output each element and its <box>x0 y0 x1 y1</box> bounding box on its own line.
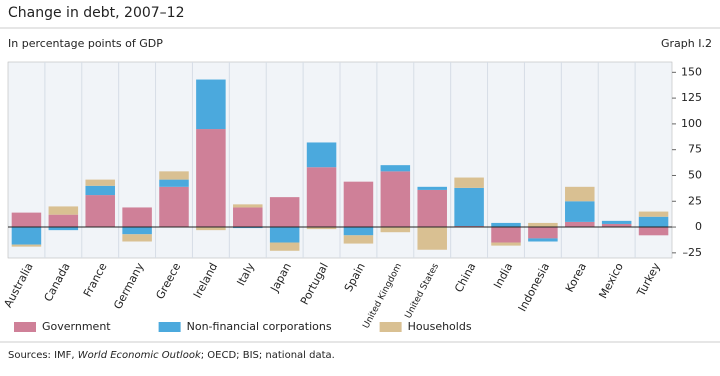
bar-segment <box>269 227 300 243</box>
y-tick-label: 25 <box>688 194 702 207</box>
bar-segment <box>85 185 115 196</box>
legend-label: Non-financial corporations <box>187 320 332 333</box>
bar-segment <box>159 186 189 228</box>
bar-segment <box>491 227 521 243</box>
x-tick-label: Australia <box>1 261 35 310</box>
bar-segment <box>343 235 374 244</box>
y-tick-label: 100 <box>681 117 702 130</box>
chart-title: Change in debt, 2007–12 <box>8 5 184 21</box>
subtitle: In percentage points of GDP <box>8 37 163 50</box>
bar-segment <box>491 222 521 228</box>
bar-segment <box>528 222 558 228</box>
x-tick-label: Greece <box>153 261 183 302</box>
graph-label: Graph I.2 <box>661 37 712 50</box>
x-tick-label: Mexico <box>596 260 626 300</box>
bar-segment <box>48 227 79 231</box>
bar-segment <box>196 129 226 228</box>
bar-segment <box>565 201 595 222</box>
bar-segment <box>638 216 669 228</box>
bar-segment <box>122 234 152 242</box>
source-text: Sources: IMF, <box>8 350 78 361</box>
y-tick-label: –25 <box>683 246 703 259</box>
bar-segment <box>528 238 558 242</box>
bar-segment <box>159 171 189 180</box>
y-tick-label: 125 <box>681 91 702 104</box>
bar-segment <box>269 197 300 228</box>
bar-segment <box>122 207 152 228</box>
bar-segment <box>638 227 669 236</box>
x-tick-label: China <box>452 261 478 295</box>
x-tick-label: Turkey <box>634 260 663 299</box>
bar-segment <box>565 221 595 228</box>
bar-segment <box>343 227 374 236</box>
bar-segment <box>380 165 411 172</box>
bar-segment <box>601 220 632 224</box>
bar-segment <box>269 242 300 251</box>
source-text: World Economic Outlook <box>78 350 202 361</box>
y-tick-label: 50 <box>688 168 702 181</box>
bar-segment <box>48 214 79 228</box>
bar-segment <box>85 195 115 228</box>
bar-segment <box>48 206 79 215</box>
source: Sources: IMF, World Economic Outlook; OE… <box>8 350 335 361</box>
bar-segment <box>11 212 42 228</box>
x-tick-label: Germany <box>111 260 146 311</box>
bar-segment <box>380 227 411 233</box>
bar-segment <box>417 189 447 228</box>
bar-segment <box>417 186 447 190</box>
bar-segment <box>454 226 484 228</box>
bar-segment <box>601 223 632 228</box>
bar-segment <box>343 181 374 228</box>
x-tick-label: Japan <box>268 261 294 295</box>
x-tick-label: Spain <box>342 261 368 294</box>
bar-segment <box>528 227 558 239</box>
bar-segment <box>11 227 42 245</box>
x-tick-label: United States <box>404 262 442 321</box>
legend-swatch <box>14 322 36 332</box>
x-tick-label: Indonesia <box>516 261 552 314</box>
x-tick-label: Canada <box>42 261 73 304</box>
bar-segment <box>306 142 337 168</box>
x-tick-label: Italy <box>234 260 257 288</box>
bar-segment <box>454 177 484 188</box>
bar-segment <box>638 211 669 217</box>
legend-swatch <box>379 322 402 332</box>
y-tick-label: 150 <box>681 65 702 78</box>
bar-segment <box>565 186 595 202</box>
x-tick-label: United Kingdom <box>361 262 404 330</box>
bar-segment <box>491 242 521 246</box>
legend-swatch <box>158 322 181 332</box>
y-tick-label: 0 <box>695 220 702 233</box>
bar-segment <box>122 227 152 235</box>
bar-segment <box>159 179 189 187</box>
bar-segment <box>417 227 447 250</box>
legend-label: Government <box>42 320 111 333</box>
bar-segment <box>11 244 42 247</box>
bar-segment <box>196 227 226 231</box>
source-text: ; OECD; BIS; national data. <box>201 350 335 361</box>
y-tick-label: 75 <box>688 143 702 156</box>
x-tick-label: France <box>81 261 110 300</box>
x-tick-label: Ireland <box>191 261 220 301</box>
bar-segment <box>233 204 263 208</box>
legend-label: Households <box>408 320 472 333</box>
bar-segment <box>233 227 263 229</box>
x-tick-label: Portugal <box>298 261 331 307</box>
bar-segment <box>306 227 337 230</box>
bar-segment <box>196 79 226 130</box>
x-tick-label: Korea <box>563 261 589 295</box>
bar-segment <box>85 179 115 186</box>
bar-segment <box>233 207 263 228</box>
bar-segment <box>454 187 484 227</box>
x-tick-label: India <box>491 261 515 291</box>
bar-segment <box>306 167 337 228</box>
bar-segment <box>380 171 411 228</box>
